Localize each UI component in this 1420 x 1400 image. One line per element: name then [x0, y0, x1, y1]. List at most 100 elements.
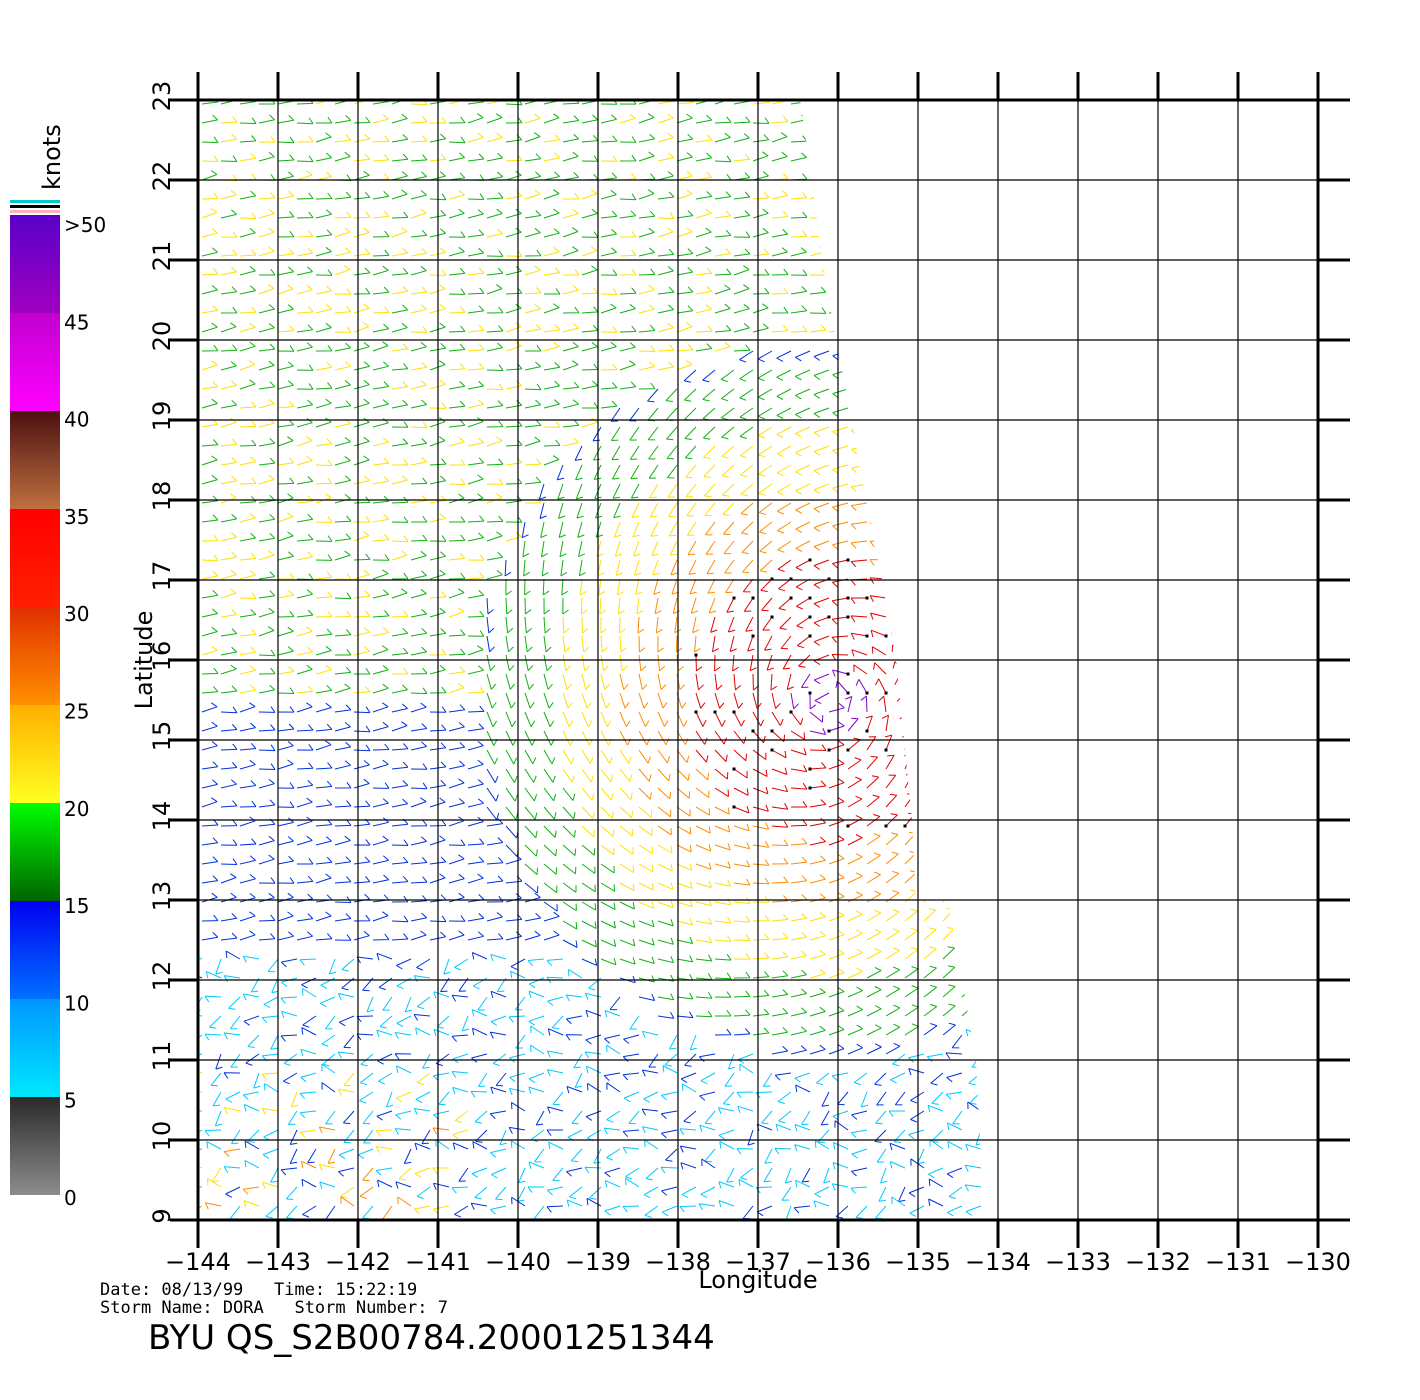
wind-barb [472, 977, 488, 990]
wind-barb [907, 537, 925, 545]
wind-barb [739, 426, 754, 439]
wind-barb [685, 483, 697, 498]
wind-barb [733, 1028, 751, 1036]
latitude-tick: 22 [148, 161, 176, 192]
wind-barb [243, 1200, 260, 1208]
wind-barb [638, 324, 656, 333]
wind-barb [875, 678, 887, 694]
wind-barb [296, 646, 314, 656]
wind-barb [714, 935, 732, 942]
wind-barb [334, 800, 352, 808]
wind-barb [467, 686, 485, 694]
wind-barb [562, 437, 579, 447]
wind-barb [581, 306, 599, 314]
wind-barb [524, 419, 542, 428]
wind-barb [372, 798, 389, 808]
wind-barb [372, 702, 389, 713]
wind-barb [695, 673, 704, 691]
wind-barb [467, 894, 485, 903]
wind-barb [527, 958, 545, 967]
wind-barb [201, 741, 218, 751]
wind-barb [562, 399, 579, 409]
wind-barb [647, 388, 659, 403]
wind-barb [908, 1053, 925, 1063]
wind-barb [277, 589, 295, 599]
wind-barb [258, 532, 276, 542]
wind-barb [470, 1202, 488, 1210]
wind-barb [687, 540, 697, 556]
wind-barb [638, 768, 652, 782]
wind-barb [334, 494, 351, 504]
wind-barb [467, 380, 485, 390]
wind-barb [524, 304, 541, 314]
wind-barb [600, 382, 618, 390]
wind-barb [396, 1065, 412, 1074]
wind-barb [645, 1167, 659, 1181]
wind-barb [467, 493, 484, 504]
wind-barb [410, 247, 428, 257]
wind-barb [315, 702, 332, 713]
wind-barb [581, 825, 595, 838]
longitude-tick: −144 [165, 1248, 231, 1276]
wind-barb [733, 915, 751, 923]
wind-barb [633, 540, 641, 557]
wind-barb [547, 1028, 564, 1036]
wind-barb [921, 753, 929, 770]
wind-barb [277, 911, 294, 922]
wind-barb [448, 552, 466, 561]
wind-barb [505, 363, 523, 371]
wind-barb [733, 823, 750, 832]
wind-barb [600, 303, 617, 314]
wind-barb [334, 741, 352, 751]
wind-barb [299, 958, 317, 966]
wind-barb [277, 610, 295, 618]
wind-barb [296, 573, 314, 580]
wind-barb [315, 516, 333, 523]
wind-barb [714, 324, 732, 333]
rain-flag [922, 805, 926, 809]
wind-barbs [198, 100, 984, 1220]
wind-barb [961, 306, 979, 314]
wind-barb [964, 386, 982, 394]
wind-barb [945, 406, 963, 414]
wind-barb [467, 229, 485, 238]
wind-barb [490, 954, 507, 962]
wind-barb [280, 958, 298, 968]
wind-barb [600, 825, 615, 837]
wind-barb [524, 227, 541, 238]
wind-barb [616, 578, 624, 596]
wind-barb [942, 133, 959, 143]
wind-barb [600, 806, 614, 819]
wind-barb [832, 483, 849, 493]
wind-barb [809, 1006, 826, 1017]
wind-barb [980, 849, 984, 865]
wind-barb [926, 481, 944, 489]
wind-barb [259, 269, 276, 276]
latitude-tick: 18 [148, 481, 176, 512]
wind-barb [410, 154, 428, 162]
wind-barb [966, 570, 982, 580]
wind-barb [372, 911, 389, 922]
wind-barb [201, 721, 218, 732]
wind-barb [635, 578, 643, 596]
wind-barb [850, 597, 867, 604]
wind-barb [239, 420, 257, 428]
wind-barb [796, 635, 811, 649]
wind-barb [546, 958, 564, 967]
wind-barb [524, 361, 541, 371]
wind-barb [684, 388, 697, 402]
wind-barb [396, 1091, 412, 1103]
wind-barb [619, 173, 637, 181]
wind-barb [619, 193, 637, 201]
wind-barb [486, 478, 504, 485]
wind-barb [391, 381, 409, 390]
wind-barb [695, 267, 713, 276]
wind-barb [923, 772, 931, 789]
wind-barb [676, 171, 693, 181]
wind-barb [204, 995, 222, 1003]
wind-barb [296, 780, 314, 789]
wind-barb [379, 1015, 393, 1029]
wind-barb [869, 445, 887, 454]
product-id: BYU QS_S2B00784.20001251344 [148, 1318, 715, 1358]
wind-barb [277, 931, 294, 941]
